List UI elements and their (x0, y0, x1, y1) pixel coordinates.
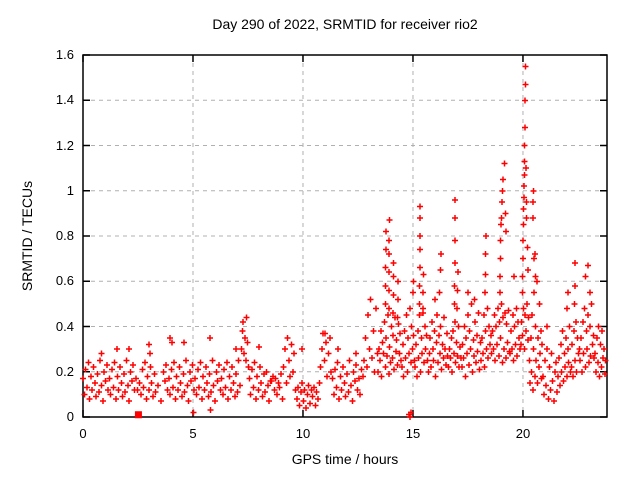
x-axis-label: GPS time / hours (291, 451, 399, 467)
y-tick-label: 1.4 (55, 92, 74, 108)
y-tick-label: 1.2 (55, 137, 74, 153)
square-marker (134, 411, 142, 419)
x-tick-label: 0 (79, 426, 87, 441)
y-tick-label: 0.2 (55, 363, 74, 379)
x-tick-label: 10 (295, 426, 311, 441)
x-tick-label: 5 (189, 426, 197, 441)
plot-border (82, 54, 608, 418)
y-tick-label: 1.6 (55, 47, 74, 62)
data-points (80, 63, 609, 420)
chart-title: Day 290 of 2022, SRMTID for receiver rio… (212, 16, 478, 32)
y-tick-label: 0.8 (55, 228, 74, 243)
x-tick-label: 20 (515, 426, 531, 441)
grid-lines (83, 55, 607, 417)
y-tick-label: 0.6 (55, 273, 74, 289)
y-tick-label: 0 (66, 409, 74, 424)
axis-ticks (82, 54, 607, 418)
x-tick-label: 15 (405, 426, 421, 441)
y-tick-label: 0.4 (55, 318, 74, 334)
y-tick-label: 1 (66, 182, 74, 198)
